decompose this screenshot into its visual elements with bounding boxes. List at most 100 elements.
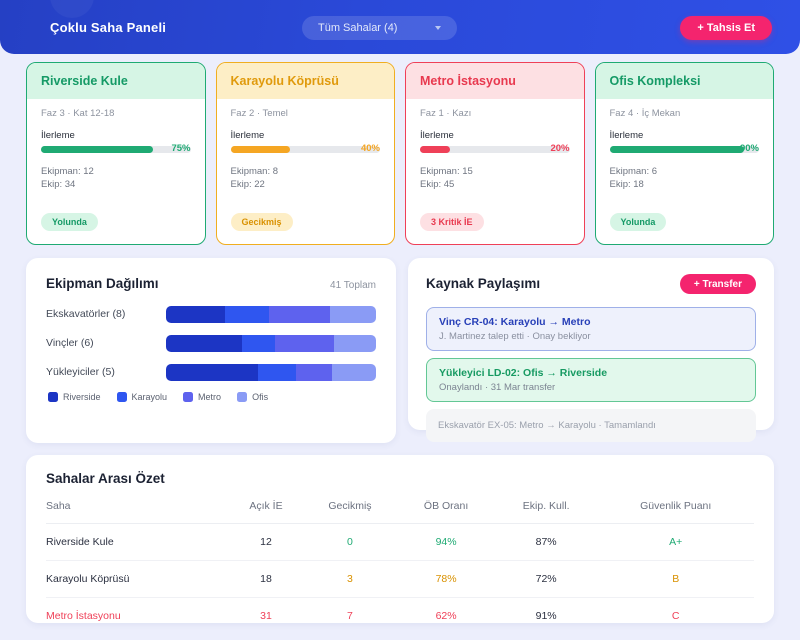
site-card-phase: Faz 4 · İç Mekan (609, 108, 681, 119)
table-column-header: Ekip. Kull. (494, 500, 598, 524)
site-card[interactable]: Karayolu Köprüsü Faz 2 · Temel İlerleme 40%… (215, 62, 395, 245)
resource-transfer-item[interactable]: Ekskavatör EX-05: Metro → Karayolu · Tam… (426, 409, 756, 442)
cell-ob-rate: 94% (397, 523, 495, 561)
cell-overdue: 0 (302, 523, 398, 561)
bar-segment-metro (296, 363, 332, 381)
progress-bar-fill (609, 146, 745, 153)
bar-segment-metro (268, 305, 330, 323)
summary-table-head: Saha Açık İE Gecikmiş ÖB Oranı Ekip. Kull. Gü… (46, 500, 754, 524)
table-row[interactable]: Riverside Kule 12 0 94% 87% A+ (46, 523, 754, 561)
cell-overdue: 7 (347, 610, 353, 622)
equipment-total-label: 41 Toplam (330, 280, 376, 291)
progress-bar: 75% (41, 142, 191, 154)
app-header: Çoklu Saha Paneli Tüm Sahalar (4) + Tahs… (0, 0, 800, 54)
site-card-crew: Ekip: 45 (420, 179, 455, 190)
equipment-legend: Riverside Karayolu Metro Ofis (46, 392, 376, 402)
site-card[interactable]: Metro İstasyonu Faz 1 · Kazı İlerleme 20% Ek… (405, 62, 585, 245)
equipment-category-label: Vinçler (6) (46, 337, 94, 349)
table-header-row: Saha Açık İE Gecikmiş ÖB Oranı Ekip. Kull. Gü… (46, 500, 754, 524)
equipment-panel-title: Ekipman Dağılımı (46, 276, 159, 291)
resource-panel-title: Kaynak Paylaşımı (426, 276, 541, 291)
status-badge: Yolunda (41, 213, 98, 231)
transfer-subtitle: J. Martinez talep etti · Onay bekliyor (439, 331, 591, 342)
summary-table-title: Sahalar Arası Özet (46, 471, 165, 486)
cell-crew-utilization: 72% (494, 560, 598, 598)
legend-item: Ofis (237, 392, 268, 402)
table-row[interactable]: Karayolu Köprüsü 18 3 78% 72% B (46, 560, 754, 598)
resource-transfer-item[interactable]: Yükleyici LD-02: Ofis → Riverside Onaylan… (426, 358, 756, 402)
transfer-subtitle: Ekskavatör EX-05: Metro → Karayolu · Tam… (438, 420, 656, 431)
site-card-equipment: Ekipman: 15 (420, 166, 473, 177)
site-card-equipment: Ekipman: 12 (41, 166, 94, 177)
table-column-header: Açık İE (229, 500, 303, 524)
cell-site-name: Metro İstasyonu (46, 610, 121, 622)
table-column-header: Güvenlik Puanı (597, 500, 754, 524)
legend-swatch (183, 392, 194, 402)
cell-open-issues: 31 (260, 610, 272, 622)
site-card[interactable]: Riverside Kule Faz 3 · Kat 12-18 İlerleme 7… (26, 62, 206, 245)
page-title: Çoklu Saha Paneli (50, 20, 167, 35)
mid-row: Ekipman Dağılımı 41 Toplam Ekskavatörler… (26, 258, 774, 443)
table-row[interactable]: Metro İstasyonu 31 7 62% 91% C (46, 598, 754, 635)
legend-label: Karayolu (131, 392, 168, 402)
site-card-list: Riverside Kule Faz 3 · Kat 12-18 İlerleme 7… (26, 62, 774, 245)
legend-item: Metro (183, 392, 221, 402)
site-card-phase: Faz 3 · Kat 12-18 (41, 108, 115, 119)
legend-item: Riverside (48, 392, 101, 402)
bar-segment-karayolu (224, 305, 269, 323)
legend-swatch (237, 392, 248, 402)
resource-transfer-list: Vinç CR-04: Karayolu → Metro J. Martinez … (426, 307, 756, 442)
site-card-title: Metro İstasyonu (406, 63, 584, 99)
site-card-equipment: Ekipman: 8 (230, 166, 279, 177)
bar-segment-riverside (166, 305, 225, 323)
equipment-category-label: Yükleyiciler (5) (46, 366, 115, 378)
site-card-crew: Ekip: 34 (41, 179, 76, 190)
cell-safety-score: C (671, 610, 680, 622)
bar-segment-ofis (333, 334, 376, 352)
equipment-category-label: Ekskavatörler (8) (46, 308, 126, 320)
progress-bar: 20% (420, 142, 570, 154)
progress-percent: 20% (550, 142, 570, 154)
equipment-distribution-panel: Ekipman Dağılımı 41 Toplam Ekskavatörler… (26, 258, 396, 443)
cell-site-name: Karayolu Köprüsü (46, 560, 230, 598)
legend-item: Karayolu (116, 392, 168, 402)
bar-segment-ofis (331, 363, 376, 381)
cell-safety-score: B (597, 560, 754, 598)
legend-swatch (116, 392, 127, 402)
transfer-subtitle: Onaylandı · 31 Mar transfer (439, 382, 556, 393)
cell-ob-rate: 62% (435, 610, 457, 622)
cell-open-issues: 12 (229, 523, 303, 561)
equipment-bar-rows: Ekskavatörler (8) Vinçler (6) Yükleyiciler… (46, 305, 376, 381)
progress-bar: 90% (609, 143, 759, 154)
cell-crew-utilization: 91% (535, 610, 557, 622)
transfer-button[interactable]: + Transfer (679, 274, 756, 294)
site-card-title: Riverside Kule (27, 63, 205, 99)
site-card-title: Ofis Kompleksi (595, 63, 773, 99)
site-card-phase: Faz 2 · Temel (230, 108, 288, 119)
status-badge: 3 Kritik İE (420, 213, 484, 231)
cell-open-issues: 18 (229, 560, 303, 598)
assign-button[interactable]: + Tahsis Et (680, 16, 772, 40)
table-column-header: Gecikmiş (302, 500, 398, 524)
table-column-header: ÖB Oranı (397, 500, 495, 524)
bar-segment-karayolu (258, 363, 297, 381)
site-card-progress-label: İlerleme (609, 130, 644, 141)
progress-bar: 40% (230, 143, 380, 154)
site-card-progress-label: İlerleme (230, 130, 265, 141)
equipment-bar-row: Yükleyiciler (5) (46, 363, 376, 381)
legend-label: Ofis (252, 392, 269, 402)
progress-percent: 75% (171, 142, 191, 154)
equipment-bar-row: Vinçler (6) (46, 334, 376, 352)
site-card-crew: Ekip: 18 (609, 179, 644, 190)
resource-transfer-item[interactable]: Vinç CR-04: Karayolu → Metro J. Martinez … (426, 307, 756, 351)
bar-segment-riverside (166, 334, 242, 352)
site-filter-dropdown[interactable]: Tüm Sahalar (4) (302, 16, 457, 40)
chevron-down-icon (435, 26, 441, 30)
stacked-bar (166, 305, 376, 323)
table-column-header: Saha (46, 500, 230, 524)
bar-segment-metro (275, 334, 334, 352)
summary-table: Saha Açık İE Gecikmiş ÖB Oranı Ekip. Kull. Gü… (46, 500, 754, 634)
cell-crew-utilization: 87% (494, 523, 598, 561)
site-card[interactable]: Ofis Kompleksi Faz 4 · İç Mekan İlerleme 90… (594, 62, 774, 245)
